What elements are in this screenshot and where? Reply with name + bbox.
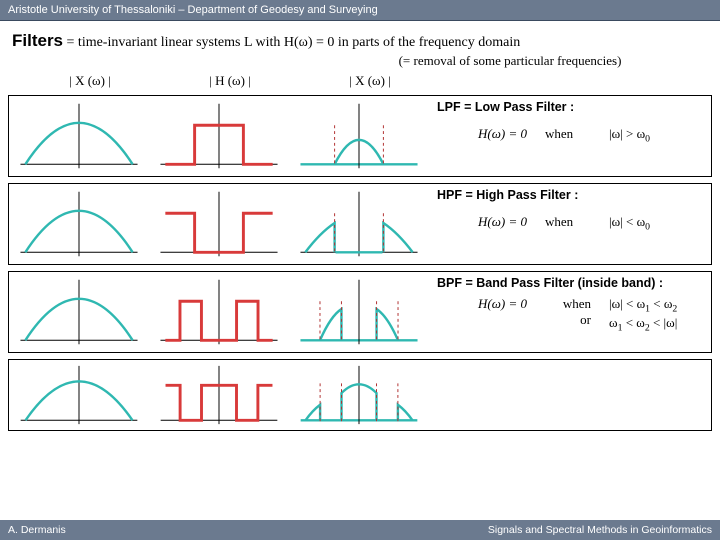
hpf-title: HPF = High Pass Filter : — [437, 188, 703, 202]
brf-description-empty — [429, 360, 711, 430]
row-lpf: LPF = Low Pass Filter : H(ω) = 0 when |ω… — [8, 95, 712, 177]
hpf-input-spectrum — [9, 184, 149, 264]
lpf-when: when — [545, 126, 591, 142]
bpf-when: whenor — [545, 296, 591, 328]
brf-filter-response — [149, 360, 289, 430]
row-brf — [8, 359, 712, 431]
page-footer: A. Dermanis Signals and Spectral Methods… — [0, 520, 720, 540]
hpf-filter-response — [149, 184, 289, 264]
bpf-filter-response — [149, 272, 289, 352]
row-bpf: BPF = Band Pass Filter (inside band) : H… — [8, 271, 712, 353]
hpf-description: HPF = High Pass Filter : H(ω) = 0 when |… — [429, 184, 711, 264]
col-label-h: | H (ω) | — [160, 73, 300, 89]
bpf-title: BPF = Band Pass Filter (inside band) : — [437, 276, 703, 290]
lpf-h: H(ω) = 0 — [437, 126, 527, 142]
lpf-input-spectrum — [9, 96, 149, 176]
brf-output-spectrum — [289, 360, 429, 430]
lpf-cond: |ω| > ω0 — [609, 126, 703, 145]
lpf-title: LPF = Low Pass Filter : — [437, 100, 703, 114]
column-headers: | X (ω) | | H (ω) | | X (ω) | — [0, 73, 720, 89]
bpf-h: H(ω) = 0 — [437, 296, 527, 312]
page-header: Aristotle University of Thessaloniki – D… — [0, 0, 720, 21]
lpf-description: LPF = Low Pass Filter : H(ω) = 0 when |ω… — [429, 96, 711, 176]
bpf-cond: |ω| < ω1 < ω2ω1 < ω2 < |ω| — [609, 296, 703, 333]
lpf-filter-response — [149, 96, 289, 176]
col-label-x: | X (ω) | — [20, 73, 160, 89]
title-line: Filters = time-invariant linear systems … — [0, 21, 720, 53]
footer-author: A. Dermanis — [8, 524, 66, 536]
title-rest: = time-invariant linear systems L with H… — [63, 35, 520, 50]
footer-course: Signals and Spectral Methods in Geoinfor… — [488, 524, 712, 536]
row-hpf: HPF = High Pass Filter : H(ω) = 0 when |… — [8, 183, 712, 265]
bpf-output-spectrum — [289, 272, 429, 352]
lpf-output-spectrum — [289, 96, 429, 176]
hpf-when: when — [545, 214, 591, 230]
title-word: Filters — [12, 31, 63, 50]
col-label-xr: | X (ω) | — [300, 73, 440, 89]
bpf-input-spectrum — [9, 272, 149, 352]
brf-input-spectrum — [9, 360, 149, 430]
subtitle: (= removal of some particular frequencie… — [0, 53, 720, 73]
bpf-description: BPF = Band Pass Filter (inside band) : H… — [429, 272, 711, 352]
hpf-cond: |ω| < ω0 — [609, 214, 703, 233]
hpf-output-spectrum — [289, 184, 429, 264]
hpf-h: H(ω) = 0 — [437, 214, 527, 230]
